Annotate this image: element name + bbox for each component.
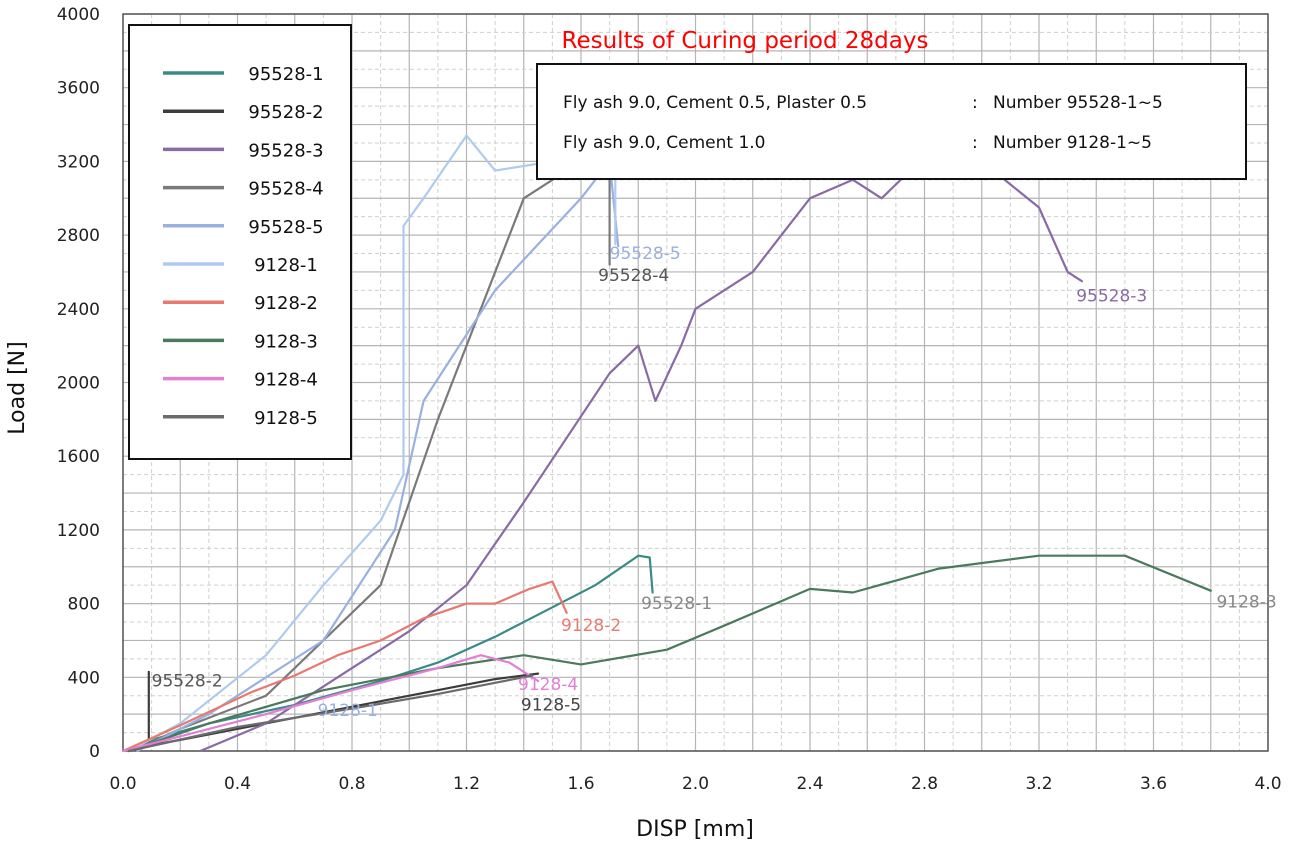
note-2-value: Number 9128-1~5 bbox=[993, 133, 1152, 153]
y-tick-label: 400 bbox=[68, 668, 100, 688]
legend-label-9128-2: 9128-2 bbox=[254, 293, 318, 314]
annotation-95528-3: 95528-3 bbox=[1076, 286, 1147, 306]
note-1-sep: : bbox=[972, 93, 978, 113]
x-tick-label: 0.4 bbox=[224, 774, 251, 794]
series-line-9128-4 bbox=[121, 654, 540, 753]
x-tick-label: 3.6 bbox=[1140, 774, 1167, 794]
y-tick-label: 1200 bbox=[57, 521, 100, 541]
y-tick-label: 3200 bbox=[57, 152, 100, 172]
legend-label-95528-5: 95528-5 bbox=[248, 217, 323, 238]
x-tick-label: 1.6 bbox=[567, 774, 594, 794]
legend-label-95528-2: 95528-2 bbox=[248, 102, 323, 123]
x-axis-ticks: 0.0 0.4 0.8 1.2 1.6 2.0 2.4 2.8 3.2 3.6 4.0 bbox=[109, 774, 1281, 794]
annotation-95528-1: 95528-1 bbox=[641, 594, 712, 614]
legend: 95528-1 95528-2 95528-3 95528-4 95528-5 9128-… bbox=[128, 24, 352, 460]
legend-label-9128-5: 9128-5 bbox=[254, 408, 318, 429]
y-tick-label: 1600 bbox=[57, 447, 100, 467]
y-tick-label: 2800 bbox=[57, 226, 100, 246]
series-line-9128-5 bbox=[127, 674, 534, 753]
legend-frame bbox=[128, 24, 352, 460]
x-tick-label: 3.2 bbox=[1025, 774, 1052, 794]
annotation-9128-1: 9128-1 bbox=[318, 701, 378, 721]
annotation-9128-5: 9128-5 bbox=[521, 695, 581, 715]
y-tick-label: 2000 bbox=[57, 374, 100, 394]
series-line-9128-3 bbox=[127, 554, 1212, 753]
note-2-text: Fly ash 9.0, Cement 1.0 bbox=[563, 133, 766, 153]
note-1-value: Number 95528-1~5 bbox=[993, 93, 1163, 113]
y-axis-ticks: 0 400 800 1200 1600 2000 2400 2800 3200 3600 4000 bbox=[57, 5, 100, 762]
note-1-text: Fly ash 9.0, Cement 0.5, Plaster 0.5 bbox=[563, 93, 867, 113]
y-tick-label: 2400 bbox=[57, 300, 100, 320]
x-tick-label: 0.0 bbox=[109, 774, 136, 794]
chart-title: Results of Curing period 28days bbox=[562, 28, 929, 54]
y-tick-label: 4000 bbox=[57, 5, 100, 25]
note-box-frame bbox=[536, 63, 1247, 180]
legend-label-95528-1: 95528-1 bbox=[248, 64, 323, 85]
legend-label-95528-4: 95528-4 bbox=[248, 179, 323, 200]
legend-label-95528-3: 95528-3 bbox=[248, 140, 323, 161]
annotation-9128-2: 9128-2 bbox=[561, 616, 621, 636]
legend-label-9128-3: 9128-3 bbox=[254, 331, 318, 352]
annotation-9128-3: 9128-3 bbox=[1216, 592, 1276, 612]
note-box: Fly ash 9.0, Cement 0.5, Plaster 0.5 : N… bbox=[536, 63, 1247, 180]
annotation-9128-4: 9128-4 bbox=[518, 675, 578, 695]
x-tick-label: 0.8 bbox=[338, 774, 365, 794]
legend-label-9128-4: 9128-4 bbox=[254, 370, 318, 391]
x-tick-label: 4.0 bbox=[1254, 774, 1281, 794]
y-tick-label: 800 bbox=[68, 595, 100, 615]
legend-label-9128-1: 9128-1 bbox=[254, 255, 318, 276]
x-tick-label: 2.0 bbox=[682, 774, 709, 794]
annotation-95528-5: 95528-5 bbox=[610, 244, 681, 264]
series-line-9128-2 bbox=[121, 580, 568, 753]
y-axis-title: Load [N] bbox=[5, 341, 30, 434]
annotation-95528-2: 95528-2 bbox=[152, 672, 223, 692]
x-axis-title: DISP [mm] bbox=[636, 817, 754, 842]
y-tick-label: 0 bbox=[89, 742, 100, 762]
y-tick-label: 3600 bbox=[57, 79, 100, 99]
x-tick-label: 2.4 bbox=[796, 774, 823, 794]
plot-frame bbox=[122, 13, 1269, 752]
x-tick-label: 1.2 bbox=[453, 774, 480, 794]
note-2-sep: : bbox=[972, 133, 978, 153]
x-tick-label: 2.8 bbox=[911, 774, 938, 794]
annotation-95528-4: 95528-4 bbox=[598, 266, 669, 286]
